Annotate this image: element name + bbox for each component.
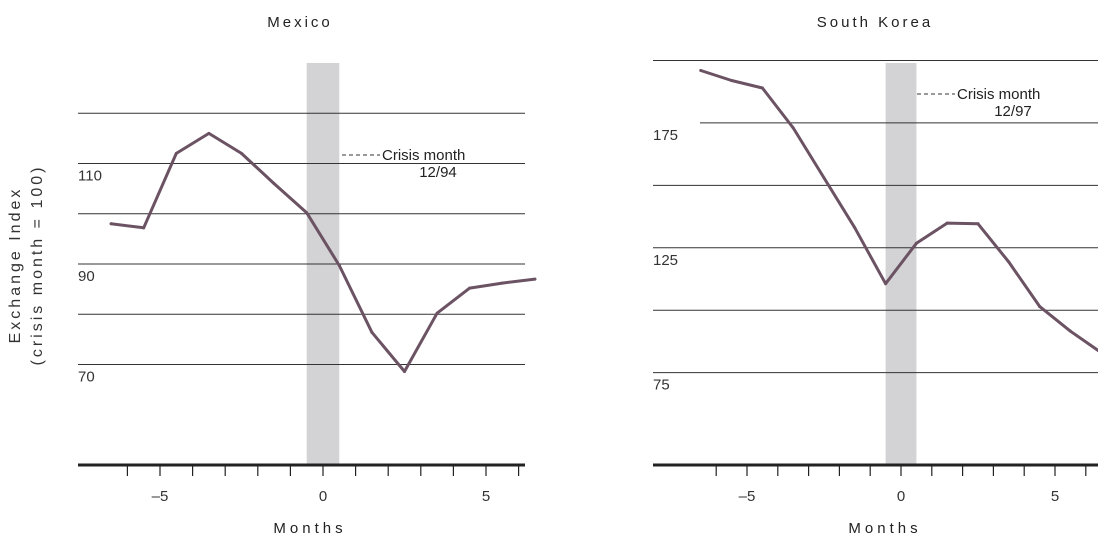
y-tick-label: 110 xyxy=(78,168,102,185)
data-point xyxy=(760,86,764,90)
data-point xyxy=(142,226,146,230)
data-point xyxy=(1068,329,1072,333)
y-tick-label: 70 xyxy=(78,369,95,386)
x-axis-label: Months xyxy=(273,520,346,537)
data-point xyxy=(1038,304,1042,308)
chart-title: Mexico xyxy=(267,14,333,31)
data-point xyxy=(1007,260,1011,264)
data-point xyxy=(730,78,734,82)
x-tick-label: –5 xyxy=(739,488,756,505)
data-point xyxy=(403,370,406,374)
data-point xyxy=(822,176,826,180)
series-line xyxy=(109,131,537,373)
data-point xyxy=(791,126,795,130)
y-axis-title: Exchange Index (crisis month = 100) xyxy=(7,165,46,366)
x-tick-label: 5 xyxy=(1051,488,1059,505)
south-korea-chart: South Korea 75 125 175 –5 0 5 Months Crisis mont… xyxy=(653,14,1098,537)
data-point xyxy=(945,221,949,225)
y-axis-label-line2: (crisis month = 100) xyxy=(29,165,46,366)
data-point xyxy=(272,182,276,186)
data-point xyxy=(240,151,243,155)
data-point xyxy=(884,282,888,286)
data-point xyxy=(914,241,918,245)
y-tick-label: 125 xyxy=(653,252,678,269)
data-point xyxy=(468,286,472,290)
series-line xyxy=(699,69,1098,353)
data-point xyxy=(500,281,504,285)
data-point xyxy=(109,222,113,226)
data-point xyxy=(337,264,341,268)
x-tick-label: 0 xyxy=(319,488,327,505)
x-axis-label: Months xyxy=(848,520,921,537)
data-point xyxy=(305,211,309,215)
data-point xyxy=(174,151,178,155)
x-tick-label: 0 xyxy=(897,488,905,505)
y-tick-label: 75 xyxy=(653,377,670,394)
data-point xyxy=(435,311,439,315)
crisis-annotation-label: Crisis month xyxy=(957,86,1040,103)
data-point xyxy=(976,222,980,226)
data-point xyxy=(370,330,374,334)
crisis-annotation-date: 12/97 xyxy=(994,103,1032,120)
data-point xyxy=(853,226,857,230)
y-axis-label-line1: Exchange Index xyxy=(7,187,24,344)
y-tick-label: 175 xyxy=(653,127,678,144)
x-tick-label: –5 xyxy=(152,488,169,505)
chart-title: South Korea xyxy=(817,14,933,31)
crisis-annotation-label: Crisis month xyxy=(382,147,465,164)
x-tick-label: 5 xyxy=(482,488,490,505)
data-point xyxy=(699,68,703,72)
data-point xyxy=(533,277,537,281)
data-point xyxy=(207,131,211,135)
crisis-annotation-date: 12/94 xyxy=(419,164,457,181)
y-tick-label: 90 xyxy=(78,268,95,285)
